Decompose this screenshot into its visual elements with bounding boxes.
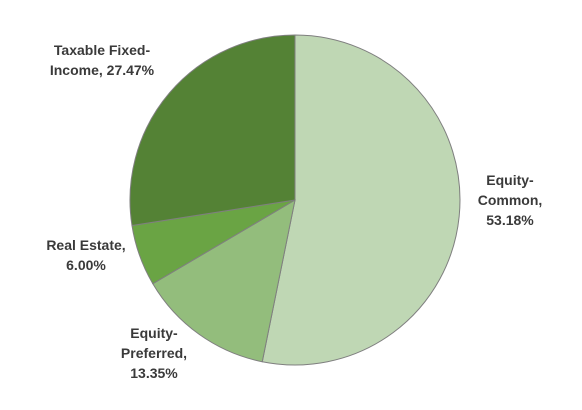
- slice-label-line: Income, 27.47%: [50, 62, 155, 78]
- slice-label-line: Real Estate,: [46, 237, 125, 253]
- slice-label-line: 6.00%: [66, 257, 106, 273]
- slice-label-line: Taxable Fixed-: [54, 42, 151, 58]
- slice-label-line: Preferred,: [121, 345, 187, 361]
- slice-label-line: 13.35%: [130, 365, 178, 381]
- slice-label-line: Equity-: [486, 172, 534, 188]
- pie-slice-equity-common: [261, 34, 461, 366]
- pie-labels: Equity- Common, 53.18% Equity- Preferred, 13.…: [46, 42, 542, 381]
- slice-label-line: Equity-: [130, 325, 178, 341]
- slice-label-line: Common,: [478, 192, 543, 208]
- slice-label-taxable-fixed-income: Taxable Fixed- Income, 27.47%: [50, 42, 155, 78]
- pie-slice-equity-preferred: [152, 199, 296, 363]
- slice-label-line: 53.18%: [486, 212, 534, 228]
- pie-slice-taxable-fixed-income: [129, 34, 296, 227]
- pie-slices: [129, 34, 461, 366]
- slice-label-equity-preferred: Equity- Preferred, 13.35%: [121, 325, 187, 381]
- slice-label-equity-common: Equity- Common, 53.18%: [478, 172, 543, 228]
- slice-label-real-estate: Real Estate, 6.00%: [46, 237, 125, 273]
